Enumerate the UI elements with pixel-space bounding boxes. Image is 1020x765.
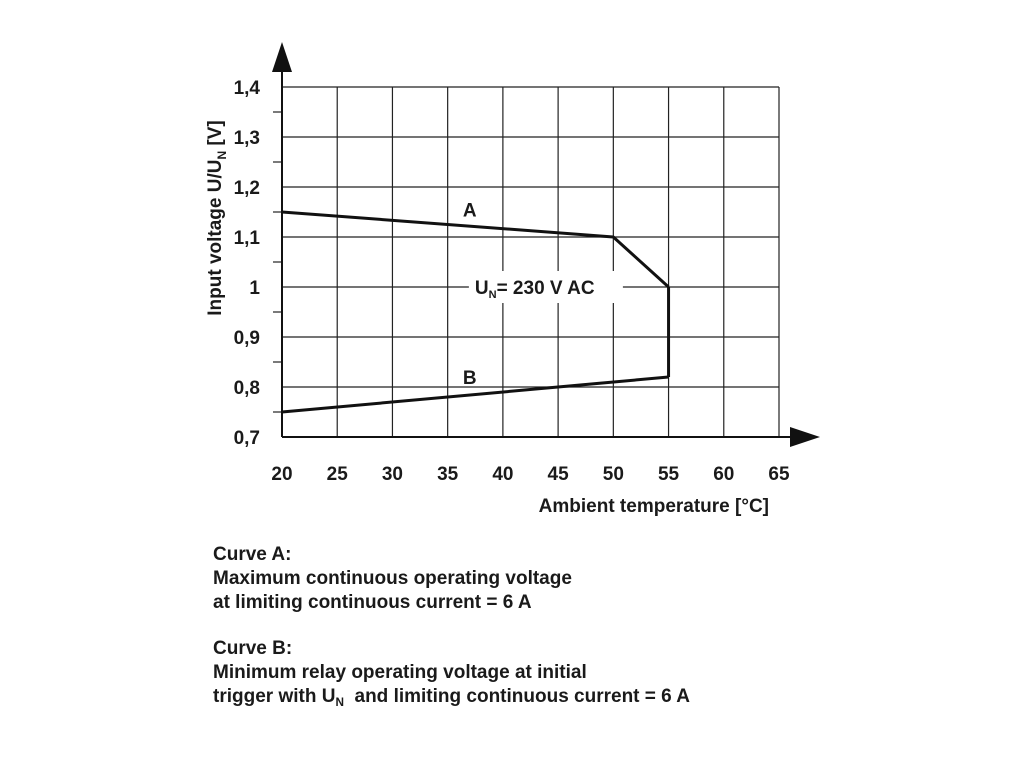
y-axis-label-sub: N (215, 151, 229, 160)
annotation-sub: N (489, 289, 497, 301)
curve-a-title: Curve A: (213, 544, 292, 565)
y-axis-label-main: Input voltage U/U (205, 160, 226, 316)
x-tick-label: 35 (437, 464, 459, 485)
annotation-main: U (475, 278, 489, 299)
annotation-background (468, 271, 623, 303)
x-tick-label: 55 (658, 464, 680, 485)
curve-label-a: A (463, 201, 477, 222)
x-tick-label: 45 (548, 464, 570, 485)
y-tick-label: 1,2 (234, 178, 260, 199)
annotation-tail: = 230 V AC (497, 278, 595, 299)
x-tick-label: 65 (768, 464, 790, 485)
curve-a-note: Curve A: Maximum continuous operating vo… (213, 543, 690, 615)
x-tick-label: 60 (713, 464, 734, 485)
series-line-a (281, 210, 670, 289)
curve-a-line1: Maximum continuous operating voltage (213, 568, 572, 589)
x-tick-label: 25 (327, 464, 349, 485)
y-axis-label: Input voltage U/UN [V] (205, 120, 229, 316)
axes (272, 42, 820, 447)
x-tick-label: 40 (492, 464, 513, 485)
curve-label-b: B (463, 368, 477, 389)
y-axis-arrow (272, 42, 292, 72)
curve-labels: A B UN= 230 V AC (463, 201, 623, 389)
y-tick-label: 1,4 (234, 78, 261, 99)
y-tick-label: 0,7 (234, 428, 260, 449)
curve-b-line2: trigger with UN and limiting continuous … (213, 685, 690, 711)
annotation-label: UN= 230 V AC (475, 278, 595, 301)
y-tick-label: 0,9 (234, 328, 260, 349)
curve-b-line1: Minimum relay operating voltage at initi… (213, 662, 587, 683)
curve-b-line2-post: and limiting continuous current = 6 A (343, 686, 691, 707)
x-tick-label: 30 (382, 464, 403, 485)
series-line-b (281, 375, 669, 414)
x-axis-arrow (790, 427, 820, 447)
curve-b-line2-sub: N (335, 696, 344, 710)
x-tick-label: 20 (271, 464, 292, 485)
chart: 20 25 30 35 40 45 50 55 60 65 0,7 0,8 0,9 1 1,1 1,2 1,3 1… (205, 42, 820, 517)
notes: Curve A: Maximum continuous operating vo… (213, 543, 690, 733)
x-tick-label: 50 (603, 464, 624, 485)
grid (273, 86, 780, 437)
y-axis-label-tail: [V] (205, 120, 226, 151)
curve-a-line2: at limiting continuous current = 6 A (213, 592, 532, 613)
y-tick-label: 1 (249, 278, 260, 299)
tick-labels: 20 25 30 35 40 45 50 55 60 65 0,7 0,8 0,9 1 1,1 1,2 1,3 1… (234, 78, 790, 485)
curve-b-note: Curve B: Minimum relay operating voltage… (213, 637, 690, 711)
series-group (281, 210, 671, 414)
y-tick-label: 1,3 (234, 128, 260, 149)
x-axis-label: Ambient temperature [°C] (539, 496, 769, 517)
y-tick-label: 0,8 (234, 378, 260, 399)
curve-b-line2-pre: trigger with U (213, 686, 336, 707)
y-tick-label: 1,1 (234, 228, 261, 249)
curve-b-title: Curve B: (213, 638, 293, 659)
